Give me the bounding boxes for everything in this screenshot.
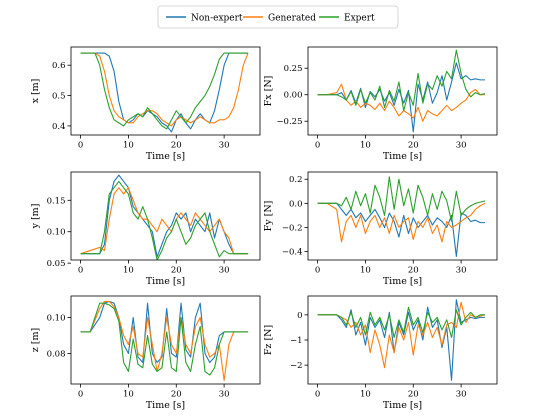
series-line-non-expert-fy [317, 202, 486, 257]
series-line-expert-fx [317, 49, 486, 112]
x-tick-label: 10 [123, 266, 134, 276]
axes-frame-z [70, 295, 261, 385]
legend-label: Expert [344, 14, 375, 24]
x-tick-label: 20 [171, 266, 182, 276]
series-line-generated-y [80, 187, 249, 255]
x-axis-label-x: Time [s] [146, 151, 185, 162]
subplot-z: 0 10 20 30 0.08 0.10 Time [s] z [m] [30, 295, 261, 411]
y-axis-label-x: x [m] [30, 79, 41, 104]
y-tick-label: 0.08 [47, 349, 66, 359]
y-tick-label: 0.00 [284, 91, 303, 101]
y-axis-label-y: y [m] [30, 204, 41, 230]
subplot-y: 0 10 20 30 0.05 0.10 0.15 Time [s] y [m] [30, 171, 261, 287]
x-tick-label: 20 [408, 390, 419, 400]
y-tick-label: 0.4 [52, 122, 66, 132]
x-tick-label: 20 [171, 141, 182, 151]
x-axis-label-fx: Time [s] [383, 151, 422, 162]
y-tick-label: −0.25 [276, 117, 302, 127]
x-tick-label: 20 [408, 266, 419, 276]
x-tick-label: 0 [78, 390, 83, 400]
subplot-grid: 0 10 20 30 0.4 0.5 0.6 Time [s] x [m] 0 10 20 30 −0.2… [30, 46, 498, 411]
x-tick-label: 0 [78, 266, 83, 276]
y-tick-label: 0.10 [47, 228, 66, 238]
y-tick-label: 0.25 [284, 64, 303, 74]
y-axis-label-z: z [m] [30, 328, 41, 352]
axes-frame-fy [307, 171, 498, 261]
legend-entry-generated: Generated [243, 14, 316, 24]
y-tick-label: 0.15 [47, 196, 66, 206]
x-tick-label: 20 [171, 390, 182, 400]
x-tick-label: 10 [123, 390, 134, 400]
y-tick-label: 0.6 [52, 61, 66, 71]
x-tick-label: 10 [123, 141, 134, 151]
y-tick-label: −0.4 [282, 248, 303, 258]
x-tick-label: 30 [219, 141, 230, 151]
axes-frame-y [70, 171, 261, 261]
series-line-generated-fy [317, 202, 486, 243]
series-line-expert-fy [317, 176, 486, 222]
x-tick-label: 30 [219, 390, 230, 400]
axes-frame-fx [307, 46, 498, 136]
x-tick-label: 0 [315, 266, 320, 276]
x-tick-label: 30 [456, 266, 467, 276]
series-line-generated-x [80, 52, 249, 127]
series-line-expert-x [80, 52, 249, 130]
x-tick-label: 30 [219, 266, 230, 276]
x-tick-label: 10 [360, 390, 371, 400]
x-axis-label-y: Time [s] [146, 276, 185, 287]
legend: Non-expert Generated Expert [157, 5, 399, 29]
legend-label: Generated [268, 14, 316, 24]
x-axis-label-fy: Time [s] [383, 276, 422, 287]
series-line-generated-fz [317, 301, 486, 369]
y-axis-label-fy: Fy [N] [263, 201, 274, 232]
x-tick-label: 30 [456, 390, 467, 400]
axes-frame-x [70, 46, 261, 136]
x-tick-label: 10 [360, 141, 371, 151]
series-line-expert-fz [317, 306, 486, 339]
legend-frame [157, 5, 399, 29]
series-line-generated-z [80, 300, 249, 381]
legend-label: Non-expert [191, 14, 243, 24]
y-tick-label: 0 [297, 311, 302, 321]
x-axis-label-z: Time [s] [146, 400, 185, 411]
y-tick-label: 0.5 [52, 92, 66, 102]
series-line-non-expert-y [80, 174, 249, 258]
series-line-non-expert-fz [317, 299, 486, 381]
y-axis-label-fz: Fz [N] [263, 325, 274, 355]
y-tick-label: 0.2 [289, 175, 303, 185]
x-tick-label: 0 [78, 141, 83, 151]
y-axis-label-fx: Fx [N] [263, 76, 274, 107]
x-tick-label: 30 [456, 141, 467, 151]
series-line-expert-y [80, 180, 249, 260]
subplot-fy: 0 10 20 30 −0.4 −0.2 0.0 0.2 Time [s] Fy [N] [263, 171, 498, 287]
y-tick-label: −2 [290, 361, 303, 371]
x-tick-label: 10 [360, 266, 371, 276]
series-line-generated-fx [317, 83, 486, 122]
x-tick-label: 0 [315, 141, 320, 151]
subplot-x: 0 10 20 30 0.4 0.5 0.6 Time [s] x [m] [30, 46, 261, 162]
series-line-expert-z [80, 302, 249, 376]
legend-entry-non-expert: Non-expert [166, 14, 243, 24]
y-tick-label: 0.05 [47, 259, 66, 269]
y-tick-label: −0.2 [282, 223, 303, 233]
y-tick-label: 0.10 [47, 314, 66, 324]
legend-entry-expert: Expert [319, 14, 375, 24]
y-tick-label: −1 [290, 336, 303, 346]
x-axis-label-fz: Time [s] [383, 400, 422, 411]
subplot-fx: 0 10 20 30 −0.25 0.00 0.25 Time [s] Fx [N] [263, 46, 498, 162]
x-tick-label: 0 [315, 390, 320, 400]
axes-frame-fz [307, 295, 498, 385]
series-line-non-expert-x [80, 52, 249, 133]
y-tick-label: 0.0 [289, 199, 303, 209]
subplot-fz: 0 10 20 30 −2 −1 0 Time [s] Fz [N] [263, 295, 498, 411]
x-tick-label: 20 [408, 141, 419, 151]
